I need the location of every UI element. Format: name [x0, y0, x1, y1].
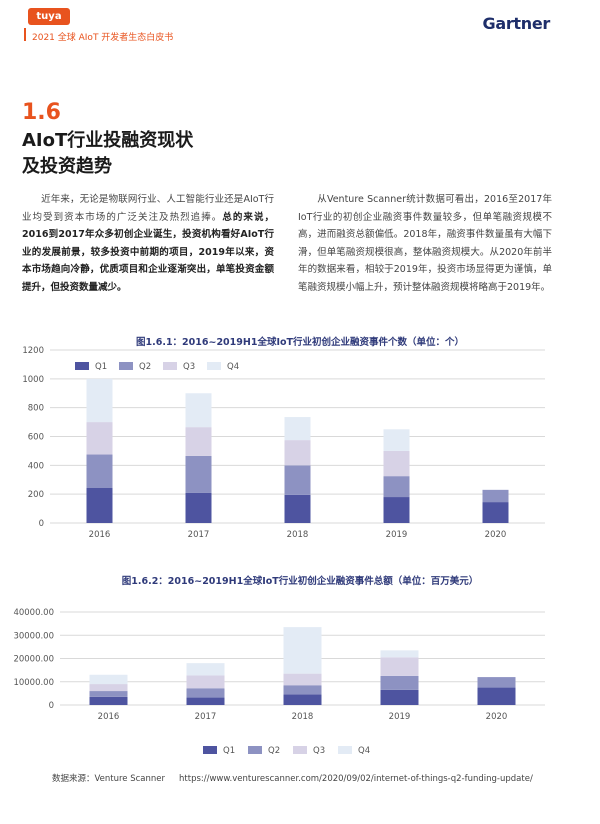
bar-2019-q2: [380, 675, 419, 690]
y-tick-label: 1000: [22, 375, 44, 385]
bar-2019-q4: [383, 429, 410, 451]
x-tick-label: 2019: [389, 712, 411, 722]
bar-2017-q3: [186, 675, 225, 689]
header-accent-bar: [24, 28, 26, 41]
bar-2016-q4: [86, 378, 113, 423]
bar-2016-q3: [89, 684, 128, 692]
bar-2019-q3: [383, 450, 410, 477]
chart1-events-count: 0 200 400 600 800 1000 1200 2016 2017 2018 2019 202…: [22, 346, 545, 540]
bar-2018-q2: [284, 465, 311, 495]
bar-2017-q2: [185, 455, 212, 493]
bar-2020-q2: [482, 489, 509, 503]
y-tick-label: 400: [28, 461, 44, 471]
page-header: tuya 2021 全球 AIoT 开发者生态白皮书 Gartner: [0, 0, 600, 50]
bar-2017-q4: [186, 663, 225, 676]
bar-2017-q3: [185, 427, 212, 456]
legend-label: Q2: [139, 362, 151, 372]
x-tick-label: 2018: [292, 712, 314, 722]
y-tick-label: 200: [28, 490, 44, 500]
data-source: 数据来源：Venture Scanner https://www.ventures…: [52, 772, 533, 784]
section-number: 1.6: [22, 100, 61, 125]
bar-2017-q1: [186, 697, 225, 705]
y-tick-label: 0: [49, 701, 54, 711]
x-tick-label: 2019: [386, 530, 408, 540]
y-tick-label: 10000.00: [13, 678, 54, 688]
x-tick-label: 2020: [486, 712, 508, 722]
bar-2018-q1: [284, 494, 311, 523]
bar-2018-q2: [283, 685, 322, 695]
right-paragraph-text: 从Venture Scanner统计数据可看出，2016至2017年IoT行业的…: [298, 194, 552, 293]
legend-label: Q3: [313, 746, 325, 756]
bar-2017-q4: [185, 393, 212, 428]
bar-2019-q2: [383, 476, 410, 498]
legend-swatch-q1: [203, 746, 217, 754]
bar-2017-q1: [185, 492, 212, 523]
left-plain-text: 近年来，无论是物联网行业、人工智能行业还是AIoT行业均受到资本市场的广泛关注及…: [22, 194, 274, 223]
y-tick-label: 600: [28, 433, 44, 443]
chart1-title: 图1.6.1：2016~2019H1全球IoT行业初创企业融资事件个数（单位：个…: [136, 337, 464, 348]
bar-2018-q1: [283, 694, 322, 705]
legend-swatch-q3: [163, 362, 177, 370]
source-url: https://www.venturescanner.com/2020/09/0…: [179, 774, 533, 784]
bar-2016-q1: [86, 487, 113, 523]
x-tick-label: 2018: [287, 530, 309, 540]
bar-2016-q3: [86, 422, 113, 455]
bar-2017-q2: [186, 688, 225, 698]
gartner-logo: Gartner: [482, 14, 550, 33]
bar-2016-q4: [89, 674, 128, 685]
legend-label: Q3: [183, 362, 195, 372]
intro-paragraph-left: 近年来，无论是物联网行业、人工智能行业还是AIoT行业均受到资本市场的广泛关注及…: [22, 191, 274, 296]
bar-2019-q4: [380, 650, 419, 658]
bar-2016-q2: [86, 454, 113, 488]
section-title-line2: 及投资趋势: [22, 156, 112, 177]
y-tick-label: 1200: [22, 346, 44, 356]
legend-swatch-q4: [338, 746, 352, 754]
bar-2020-q1: [477, 687, 516, 705]
x-tick-label: 2020: [485, 530, 507, 540]
legend-label: Q4: [358, 746, 370, 756]
bar-2016-q1: [89, 696, 128, 705]
legend-swatch-q4: [207, 362, 221, 370]
bar-2018-q4: [284, 417, 311, 441]
legend-label: Q2: [268, 746, 280, 756]
y-tick-label: 40000.00: [13, 608, 54, 618]
x-tick-label: 2017: [188, 530, 210, 540]
chart2-funding-amount: 0 10000.00 20000.00 30000.00 40000.00 2016 201…: [13, 608, 545, 756]
left-bold-text: 总的来说，2016到2017年众多初创企业诞生，投资机构看好AIoT行业的发展前…: [22, 211, 274, 293]
x-tick-label: 2017: [195, 712, 217, 722]
bar-2020-q1: [482, 502, 509, 523]
chart2-title: 图1.6.2：2016~2019H1全球IoT行业初创企业融资事件总额（单位：百…: [121, 576, 479, 587]
legend-swatch-q1: [75, 362, 89, 370]
bar-2016-q2: [89, 691, 128, 697]
intro-paragraph-right: 从Venture Scanner统计数据可看出，2016至2017年IoT行业的…: [298, 191, 552, 296]
bar-2019-q1: [383, 497, 410, 523]
x-tick-label: 2016: [89, 530, 111, 540]
section-title-line1: AIoT行业投融资现状: [22, 130, 194, 151]
bar-2018-q3: [284, 440, 311, 466]
section-title: AIoT行业投融资现状 及投资趋势: [22, 128, 282, 180]
y-tick-label: 30000.00: [13, 631, 54, 641]
x-tick-label: 2016: [98, 712, 120, 722]
legend-label: Q4: [227, 362, 239, 372]
legend-swatch-q2: [119, 362, 133, 370]
legend-swatch-q3: [293, 746, 307, 754]
legend-swatch-q2: [248, 746, 262, 754]
legend-label: Q1: [95, 362, 107, 372]
bar-2019-q3: [380, 657, 419, 676]
legend-label: Q1: [223, 746, 235, 756]
y-tick-label: 800: [28, 404, 44, 414]
y-tick-label: 0: [39, 519, 44, 529]
tuya-logo: tuya: [28, 8, 70, 25]
bar-2018-q4: [283, 627, 322, 674]
header-subtitle: 2021 全球 AIoT 开发者生态白皮书: [32, 33, 174, 43]
bar-2018-q3: [283, 673, 322, 686]
bar-2020-q2: [477, 677, 516, 688]
bar-2019-q1: [380, 689, 419, 705]
y-tick-label: 20000.00: [13, 655, 54, 665]
source-label: 数据来源：Venture Scanner: [52, 774, 166, 784]
